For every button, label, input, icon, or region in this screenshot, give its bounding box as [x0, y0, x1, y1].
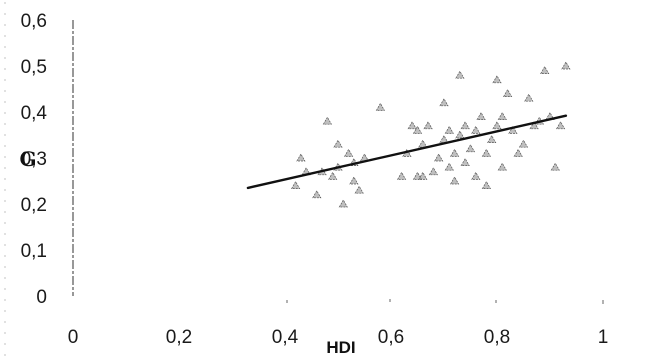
data-point	[471, 125, 481, 134]
data-point	[529, 121, 539, 130]
x-tick-label: 0,2	[166, 327, 192, 348]
data-point	[338, 199, 348, 208]
x-axis-ticks	[286, 299, 604, 304]
x-tick-label: 0	[68, 327, 79, 348]
y-tick-label: 0	[36, 287, 47, 308]
data-point	[423, 121, 433, 130]
data-point	[328, 171, 338, 180]
data-point	[513, 148, 523, 157]
data-point	[524, 93, 534, 102]
data-point	[460, 121, 470, 130]
x-tick-labels: 0 0,2 0,4 0,6 0,8 1	[68, 327, 609, 348]
x-axis-title: HDI	[326, 338, 355, 357]
data-point	[449, 148, 460, 157]
data-point	[497, 162, 507, 171]
data-point	[492, 121, 502, 130]
x-tick-label: 1	[598, 327, 609, 348]
data-point	[407, 121, 417, 130]
data-point	[359, 153, 370, 162]
data-point	[439, 134, 449, 143]
data-point	[481, 180, 492, 189]
data-point	[476, 111, 486, 120]
data-point	[375, 102, 386, 111]
data-point	[455, 130, 465, 139]
x-tick-label: 0,8	[484, 327, 510, 348]
data-point	[396, 171, 407, 180]
data-point	[518, 139, 529, 148]
data-point	[439, 98, 449, 107]
y-tick-label: 0,2	[21, 195, 47, 216]
data-point	[428, 167, 439, 176]
data-point	[296, 153, 306, 162]
data-point	[465, 144, 476, 153]
data-point	[460, 157, 470, 166]
data-point	[508, 125, 518, 134]
data-point	[502, 88, 513, 97]
data-points	[290, 61, 571, 208]
y-tick-label: 0,6	[21, 11, 47, 32]
y-tick-labels: 0 0,1 0,2 0,3 0,4 0,5 0,6	[21, 11, 48, 308]
data-point	[412, 125, 423, 134]
y-tick-label: 0,4	[21, 103, 48, 124]
data-point	[561, 61, 571, 70]
x-tick-label: 0,6	[378, 327, 404, 348]
y-tick-label: 0,1	[21, 241, 47, 262]
data-point	[322, 116, 333, 125]
data-point	[455, 70, 465, 79]
data-point	[418, 139, 428, 148]
data-point	[354, 185, 364, 194]
data-point	[471, 171, 481, 180]
data-point	[487, 134, 497, 143]
data-point	[418, 171, 428, 180]
data-point	[343, 148, 354, 157]
data-point	[449, 176, 460, 185]
data-point	[555, 121, 566, 130]
data-point	[349, 176, 359, 185]
data-point	[497, 111, 507, 120]
data-point	[444, 162, 454, 171]
data-point	[481, 148, 492, 157]
trendline	[246, 114, 568, 190]
data-point	[312, 190, 322, 199]
data-point	[290, 180, 301, 189]
data-point	[492, 75, 502, 84]
data-point	[412, 171, 423, 180]
data-point	[444, 125, 454, 134]
x-tick-label: 0,4	[272, 327, 299, 348]
data-point	[550, 162, 560, 171]
data-point	[540, 65, 550, 74]
data-point	[434, 153, 444, 162]
data-point	[333, 139, 343, 148]
y-tick-label: 0,5	[21, 57, 47, 78]
y-tick-label: 0,3	[21, 149, 47, 170]
y-axis-title: G	[19, 147, 36, 171]
